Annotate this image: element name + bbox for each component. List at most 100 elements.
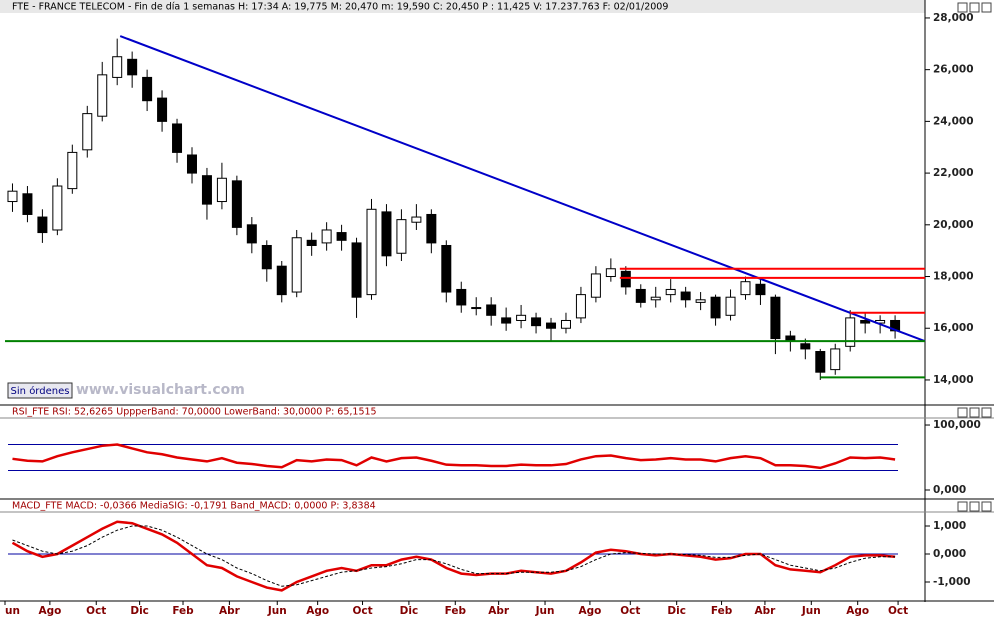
window-buttons xyxy=(957,2,992,512)
x-tick-label: Feb xyxy=(172,605,194,617)
x-tick-label: Dic xyxy=(130,605,149,617)
candle-body xyxy=(860,319,871,324)
candle-body xyxy=(216,177,227,203)
candle-body xyxy=(546,322,557,329)
maximize-button[interactable] xyxy=(969,2,980,13)
candle-body xyxy=(22,193,33,215)
maximize-button[interactable] xyxy=(969,407,980,418)
rsi-title: RSI_FTE RSI: 52,6265 UppperBand: 70,0000… xyxy=(12,407,377,418)
indicator-line xyxy=(12,443,896,470)
candle-body xyxy=(381,211,392,257)
candle-body xyxy=(650,296,661,301)
candle-body xyxy=(82,113,93,151)
x-tick-label: Oct xyxy=(352,605,372,617)
x-tick-label: un xyxy=(5,605,20,617)
minimize-button[interactable] xyxy=(957,2,968,13)
candle-body xyxy=(52,185,63,231)
price-title: FTE - FRANCE TELECOM - Fin de día 1 sema… xyxy=(12,2,668,13)
candle-body xyxy=(396,219,407,254)
candle-body xyxy=(845,317,856,347)
candle-body xyxy=(172,123,183,153)
candle-body xyxy=(366,208,377,296)
orders-button-label[interactable]: Sin órdenes xyxy=(11,385,70,397)
y-tick-label: 0,000 xyxy=(933,548,966,560)
candle-body xyxy=(620,270,631,288)
candle-body xyxy=(441,244,452,293)
close-button[interactable] xyxy=(981,2,992,13)
x-tick-label: Dic xyxy=(400,605,419,617)
candle-body xyxy=(157,97,168,122)
candle-body xyxy=(815,351,826,373)
candle-body xyxy=(246,224,257,244)
close-button[interactable] xyxy=(981,501,992,512)
candle-body xyxy=(456,288,467,306)
candle-body xyxy=(635,288,646,303)
price-header xyxy=(0,0,925,13)
candle-body xyxy=(142,76,153,102)
candle-body xyxy=(531,317,542,327)
x-tick-label: Jun xyxy=(267,605,287,617)
candle-body xyxy=(97,74,108,117)
minimize-button[interactable] xyxy=(957,501,968,512)
x-tick-label: Ago xyxy=(38,605,61,617)
x-tick-label: Abr xyxy=(488,605,510,617)
orders-button[interactable] xyxy=(7,382,73,399)
x-tick-label: Jun xyxy=(801,605,821,617)
candle-body xyxy=(276,265,287,296)
x-tick-label: Abr xyxy=(219,605,241,617)
x-tick-label: Abr xyxy=(755,605,777,617)
y-tick-label: 22,000 xyxy=(933,167,974,179)
x-tick-label: Oct xyxy=(620,605,640,617)
candle-body xyxy=(755,283,766,296)
y-tick-label: 24,000 xyxy=(933,115,974,127)
x-tick-label: Feb xyxy=(445,605,467,617)
minimize-button[interactable] xyxy=(957,407,968,418)
x-tick-label: Ago xyxy=(578,605,601,617)
candle-body xyxy=(710,296,721,319)
y-tick-label: 0,000 xyxy=(933,484,966,496)
candle-body xyxy=(800,343,811,350)
y-tick-label: 100,000 xyxy=(933,419,981,431)
candle-body xyxy=(695,299,706,303)
candle-body xyxy=(321,229,332,244)
candle-body xyxy=(351,242,362,298)
candle-body xyxy=(605,268,616,278)
macd-title: MACD_FTE MACD: -0,0366 MediaSIG: -0,1791… xyxy=(12,501,376,512)
x-tick-label: Feb xyxy=(711,605,733,617)
candle-body xyxy=(7,190,18,203)
indicator-line xyxy=(11,520,896,592)
y-tick-label: 16,000 xyxy=(933,322,974,334)
candle-body xyxy=(486,304,497,316)
y-tick-label: 18,000 xyxy=(933,271,974,283)
candle-body xyxy=(575,294,586,319)
y-tick-label: 14,000 xyxy=(933,374,974,386)
candle-body xyxy=(411,216,422,223)
x-tick-label: Ago xyxy=(846,605,869,617)
candle-body xyxy=(680,291,691,301)
y-tick-label: 20,000 xyxy=(933,219,974,231)
candle-body xyxy=(740,281,751,296)
x-tick-label: Jun xyxy=(535,605,555,617)
candle-body xyxy=(665,288,676,296)
candle-body xyxy=(830,348,841,371)
candle-body xyxy=(291,237,302,293)
y-tick-label: 28,000 xyxy=(933,12,974,24)
candle-body xyxy=(725,296,736,316)
candle-body xyxy=(560,319,571,329)
x-tick-label: Dic xyxy=(667,605,686,617)
candle-body xyxy=(231,180,242,228)
close-button[interactable] xyxy=(981,407,992,418)
candle-body xyxy=(201,175,212,205)
candle-body xyxy=(67,151,78,190)
candle-body xyxy=(261,244,272,270)
indicator-line xyxy=(12,525,896,587)
candle-body xyxy=(127,58,138,76)
candle-body xyxy=(186,154,197,174)
y-tick-label: 26,000 xyxy=(933,64,974,76)
candle-body xyxy=(426,213,437,244)
y-tick-label: -1,000 xyxy=(933,576,971,588)
maximize-button[interactable] xyxy=(969,501,980,512)
candle-body xyxy=(37,216,48,234)
y-tick-label: 1,000 xyxy=(933,520,966,532)
